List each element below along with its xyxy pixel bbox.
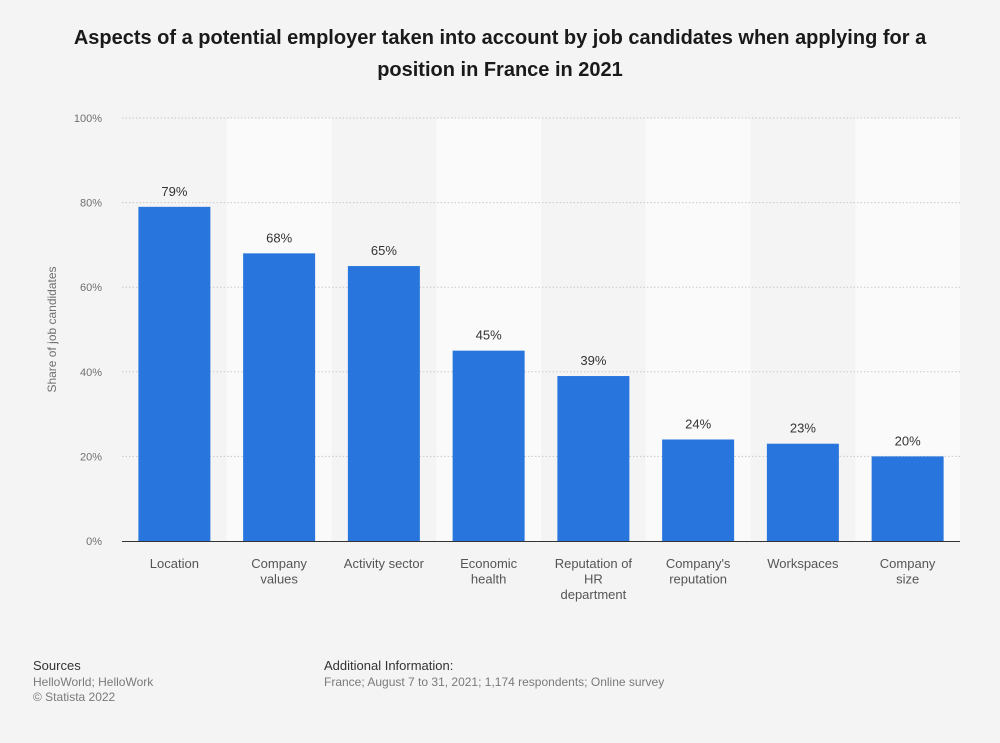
- bar: [557, 376, 630, 541]
- data-label: 20%: [895, 433, 921, 448]
- x-tick-label: Workspaces: [767, 556, 839, 571]
- bar: [871, 456, 944, 541]
- y-tick-label: 60%: [80, 282, 102, 294]
- data-label: 24%: [685, 416, 711, 431]
- sources-heading: Sources: [33, 658, 81, 673]
- x-tick-label: health: [471, 572, 506, 587]
- x-tick-label: Activity sector: [344, 556, 425, 571]
- y-tick-label: 0%: [86, 536, 102, 548]
- sources-line-1: HelloWorld; HelloWork: [33, 674, 154, 689]
- y-tick-label: 80%: [80, 198, 102, 210]
- x-tick-label: Location: [150, 556, 199, 571]
- data-label: 79%: [161, 184, 187, 199]
- additional-info-heading: Additional Information:: [324, 658, 454, 673]
- bar: [138, 206, 211, 541]
- sources-block: Sources HelloWorld; HelloWork © Statista…: [33, 658, 153, 706]
- x-tick-label: department: [560, 587, 626, 602]
- additional-info-text: France; August 7 to 31, 2021; 1,174 resp…: [324, 674, 665, 689]
- sources-line-2: © Statista 2022: [33, 690, 116, 704]
- additional-info-block: Additional Information: France; August 7…: [324, 658, 664, 690]
- bar: [243, 253, 316, 542]
- bar: [347, 266, 420, 541]
- data-label: 65%: [371, 243, 397, 258]
- y-tick-label: 20%: [80, 451, 102, 463]
- x-tick-label: size: [896, 572, 919, 587]
- y-axis-label: Share of job candidates: [45, 266, 59, 392]
- x-tick-label: reputation: [669, 572, 727, 587]
- data-label: 45%: [476, 328, 502, 343]
- x-tick-label: HR: [584, 572, 603, 587]
- x-tick-label: Company's: [666, 556, 731, 571]
- data-label: 23%: [790, 421, 816, 436]
- bar: [766, 443, 839, 541]
- y-tick-label: 100%: [74, 113, 102, 125]
- data-label: 39%: [580, 353, 606, 368]
- chart-title: Aspects of a potential employer taken in…: [73, 27, 927, 81]
- x-tick-label: Reputation of: [555, 556, 633, 571]
- data-label: 68%: [266, 230, 292, 245]
- x-tick-label: Economic: [460, 556, 518, 571]
- bar: [452, 350, 525, 541]
- x-tick-label: values: [260, 572, 298, 587]
- bar: [662, 439, 735, 541]
- x-tick-label: Company: [880, 556, 936, 571]
- y-tick-label: 40%: [80, 367, 102, 379]
- x-tick-label: Company: [251, 556, 307, 571]
